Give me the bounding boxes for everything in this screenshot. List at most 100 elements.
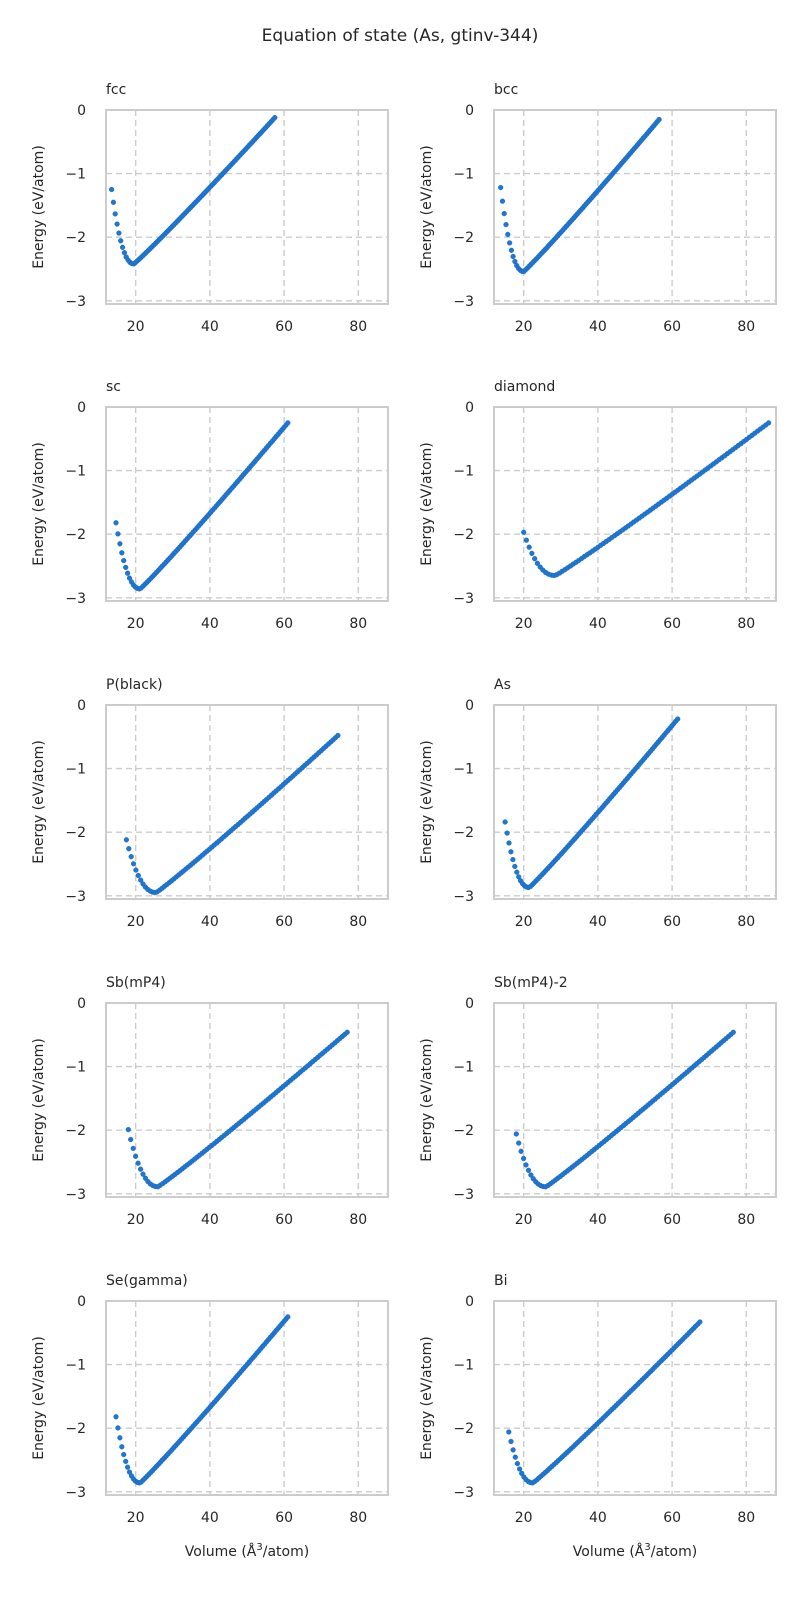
data-point	[117, 541, 123, 547]
x-tick-label: 60	[663, 616, 681, 632]
data-point	[119, 1444, 125, 1450]
axes-frame	[493, 1002, 777, 1198]
series-points	[506, 1319, 703, 1486]
data-point	[119, 550, 125, 556]
data-point	[516, 1140, 522, 1146]
y-tick-label: 0	[465, 996, 474, 1012]
data-point	[514, 869, 520, 875]
y-tick-label: −1	[65, 167, 86, 183]
data-point	[112, 211, 118, 217]
data-point	[130, 861, 137, 867]
data-point	[128, 854, 134, 860]
axes-frame	[493, 109, 777, 305]
data-point	[525, 1167, 532, 1173]
data-point	[285, 1314, 291, 1320]
data-point	[121, 250, 128, 256]
data-point	[503, 222, 509, 228]
data-point	[121, 557, 127, 564]
data-point	[501, 211, 507, 217]
y-tick-label: −1	[65, 464, 86, 480]
y-tick-label: −2	[453, 230, 474, 246]
y-tick-label: −1	[453, 464, 474, 480]
data-point	[119, 244, 126, 250]
data-point	[513, 1131, 519, 1137]
data-point	[114, 221, 120, 227]
axes-frame	[105, 1002, 389, 1198]
x-tick-label: 40	[201, 914, 219, 930]
x-tick-label: 80	[737, 1212, 755, 1228]
subplot-title: P(black)	[106, 677, 163, 693]
y-tick-label: −1	[65, 1060, 86, 1076]
y-tick-label: 0	[465, 400, 474, 416]
data-point	[499, 198, 506, 204]
subplot-se-gamma: Se(gamma) 20 40 60 80 0 −1 −2 −3 Energy (eV/atom)…	[31, 1273, 389, 1560]
x-axis-label: Volume (Å3/atom)	[573, 1542, 697, 1560]
x-tick-label: 80	[737, 319, 755, 335]
data-point	[512, 1454, 518, 1460]
y-tick-label: −3	[65, 294, 86, 310]
subplot-diamond: diamond 20 40 60 80 0 −1 −2 −3 Energy (eV/atom)	[419, 379, 777, 632]
y-tick-label: −3	[453, 889, 474, 905]
subplot-bi: Bi 20 40 60 80 0 −1 −2 −3 Energy (eV/atom) Volume …	[419, 1273, 777, 1560]
data-point	[526, 544, 532, 550]
x-tick-label: 80	[737, 914, 755, 930]
data-point	[140, 1171, 146, 1177]
y-tick-label: −3	[453, 591, 474, 607]
data-point	[534, 560, 541, 566]
x-tick-label: 40	[201, 616, 219, 632]
data-point	[115, 1425, 121, 1431]
x-tick-label: 20	[127, 319, 145, 335]
data-point	[730, 1029, 736, 1035]
x-tick-label: 60	[663, 319, 681, 335]
subplot-fcc: fcc 20 40 60 80 0 −1 −2 −3 Energy (eV/atom)	[31, 82, 389, 335]
x-tick-label: 80	[737, 616, 755, 632]
data-point	[523, 537, 530, 543]
y-axis-label: Energy (eV/atom)	[31, 1038, 47, 1162]
axes-frame	[493, 704, 777, 900]
data-point	[512, 863, 518, 870]
data-point	[344, 1029, 350, 1035]
x-tick-label: 20	[515, 1212, 533, 1228]
x-tick-label: 40	[589, 1510, 607, 1526]
subplot-sb-mp4: Sb(mP4) 20 40 60 80 0 −1 −2 −3 Energy (eV/atom)	[31, 975, 389, 1228]
data-point	[121, 1451, 127, 1458]
data-point	[697, 1319, 703, 1325]
data-point	[124, 1464, 131, 1470]
y-tick-label: −3	[65, 591, 86, 607]
data-point	[498, 185, 504, 191]
y-tick-label: −3	[65, 1485, 86, 1501]
data-point	[123, 1458, 129, 1465]
subplot-title: As	[494, 677, 511, 693]
x-axis-label: Volume (Å3/atom)	[185, 1542, 309, 1560]
y-tick-label: 0	[465, 698, 474, 714]
data-point	[521, 529, 527, 535]
x-tick-label: 60	[663, 1510, 681, 1526]
data-point	[138, 877, 144, 883]
data-point	[505, 231, 511, 238]
y-axis-label: Energy (eV/atom)	[31, 740, 47, 864]
data-point	[335, 732, 341, 739]
x-tick-label: 20	[515, 1510, 533, 1526]
x-tick-label: 20	[127, 914, 145, 930]
data-point	[520, 1155, 527, 1162]
y-tick-label: −1	[453, 762, 474, 778]
data-point	[130, 1145, 136, 1152]
x-tick-label: 40	[589, 616, 607, 632]
data-point	[123, 564, 129, 571]
y-axis-label: Energy (eV/atom)	[419, 1336, 435, 1460]
y-tick-label: 0	[465, 103, 474, 119]
subplot-sb-mp4-2: Sb(mP4)-2 20 40 60 80 0 −1 −2 −3 Energy (eV/atom)	[419, 975, 777, 1228]
data-point	[523, 1162, 529, 1168]
y-axis-label: Energy (eV/atom)	[31, 442, 47, 566]
data-point	[510, 1447, 516, 1453]
series-points	[108, 114, 278, 267]
axes-frame	[105, 1300, 389, 1496]
x-tick-label: 80	[349, 1510, 367, 1526]
data-point	[508, 1438, 514, 1445]
y-axis-label: Energy (eV/atom)	[419, 1038, 435, 1162]
subplot-title: Bi	[494, 1273, 508, 1289]
data-point	[128, 1136, 134, 1143]
axes-frame	[493, 406, 777, 602]
data-point	[115, 531, 121, 537]
